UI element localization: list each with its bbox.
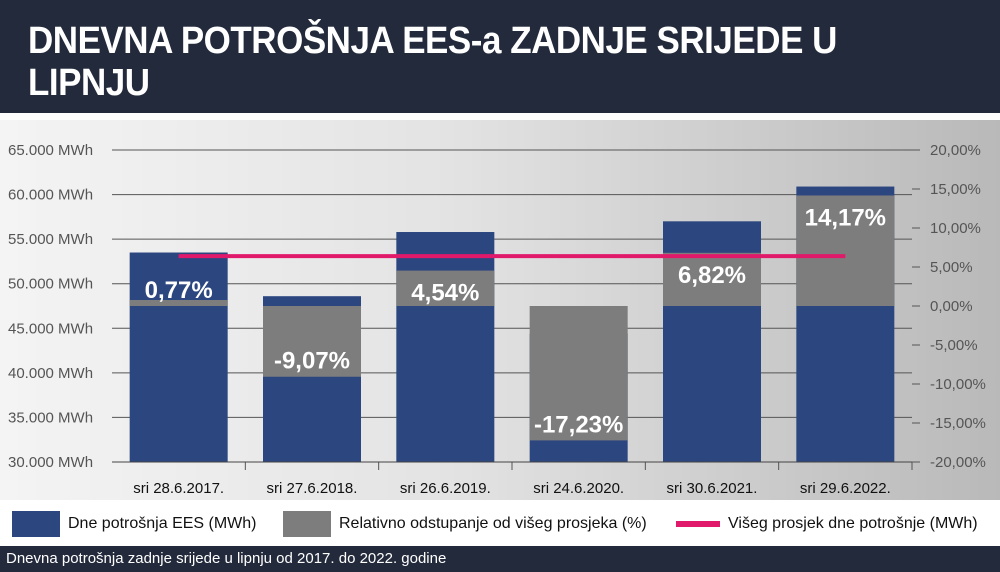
- x-category-label: sri 24.6.2020.: [533, 480, 624, 497]
- deviation-bar: [663, 252, 761, 306]
- y-right-tick-label: 0,00%: [930, 298, 973, 315]
- y-right-tick-label: -10,00%: [930, 376, 986, 393]
- deviation-data-label: 4,54%: [411, 280, 479, 307]
- deviation-data-label: 0,77%: [145, 277, 213, 304]
- y-left-tick-label: 40.000 MWh: [8, 365, 93, 382]
- y-left-tick-label: 60.000 MWh: [8, 187, 93, 204]
- legend-item-average: Višeg prosjek dne potrošnje (MWh): [676, 505, 978, 543]
- y-left-tick-label: 65.000 MWh: [8, 142, 93, 159]
- legend-label-consumption: Dne potrošnja EES (MWh): [68, 515, 257, 532]
- deviation-bar: [529, 306, 628, 441]
- y-right-tick-label: 5,00%: [930, 259, 973, 276]
- footer-caption: Dnevna potrošnja zadnje srijede u lipnju…: [6, 550, 447, 567]
- deviation-bar: [263, 306, 361, 377]
- legend-swatch-average: [676, 521, 720, 527]
- deviation-bar: [396, 270, 495, 306]
- deviation-data-label: -9,07%: [274, 348, 350, 375]
- deviation-bar: [129, 299, 228, 306]
- x-category-label: sri 26.6.2019.: [400, 480, 491, 497]
- legend-item-deviation: Relativno odstupanje od višeg prosjeka (…: [283, 505, 647, 543]
- consumption-bar: [129, 252, 228, 462]
- deviation-bar: [796, 195, 895, 306]
- y-right-tick-label: 10,00%: [930, 220, 981, 237]
- y-right-tick-label: 20,00%: [930, 142, 981, 159]
- legend-item-consumption: Dne potrošnja EES (MWh): [12, 505, 257, 543]
- y-right-tick-label: -5,00%: [930, 337, 978, 354]
- legend-swatch-deviation: [283, 511, 331, 537]
- legend: Dne potrošnja EES (MWh) Relativno odstup…: [0, 505, 1000, 543]
- y-right-tick-label: -15,00%: [930, 415, 986, 432]
- y-right-tick-label: -20,00%: [930, 454, 986, 471]
- deviation-data-label: -17,23%: [534, 411, 623, 438]
- x-category-label: sri 30.6.2021.: [667, 480, 758, 497]
- y-left-tick-label: 30.000 MWh: [8, 454, 93, 471]
- x-category-label: sri 29.6.2022.: [800, 480, 891, 497]
- legend-label-average: Višeg prosjek dne potrošnje (MWh): [728, 515, 978, 532]
- y-left-tick-label: 50.000 MWh: [8, 276, 93, 293]
- deviation-data-label: 6,82%: [678, 262, 746, 289]
- chart-title: DNEVNA POTROŠNJA EES-a ZADNJE SRIJEDE U …: [28, 20, 837, 104]
- x-category-label: sri 27.6.2018.: [267, 480, 358, 497]
- y-left-tick-label: 55.000 MWh: [8, 231, 93, 248]
- y-right-tick-label: 15,00%: [930, 181, 981, 198]
- deviation-data-label: 14,17%: [805, 204, 886, 231]
- y-left-tick-label: 35.000 MWh: [8, 409, 93, 426]
- consumption-bar: [396, 232, 495, 462]
- x-category-label: sri 28.6.2017.: [133, 480, 224, 497]
- footer-bar: Dnevna potrošnja zadnje srijede u lipnju…: [0, 546, 1000, 572]
- legend-swatch-consumption: [12, 511, 60, 537]
- y-left-tick-label: 45.000 MWh: [8, 320, 93, 337]
- header-banner: DNEVNA POTROŠNJA EES-a ZADNJE SRIJEDE U …: [0, 0, 1000, 113]
- legend-label-deviation: Relativno odstupanje od višeg prosjeka (…: [339, 515, 647, 532]
